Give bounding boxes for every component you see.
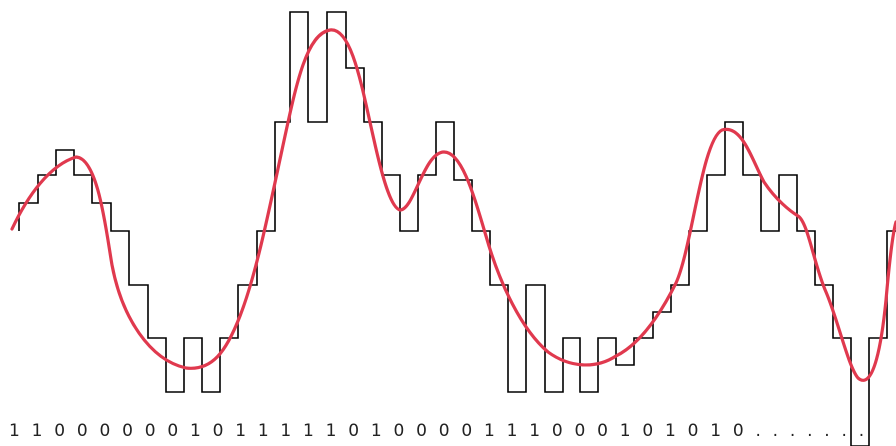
staircase-signal — [18, 11, 896, 446]
analog-signal — [10, 28, 896, 382]
bitstream-text: 1 1 0 0 0 0 0 0 1 0 1 1 1 1 1 0 1 0 0 0 … — [9, 421, 867, 441]
